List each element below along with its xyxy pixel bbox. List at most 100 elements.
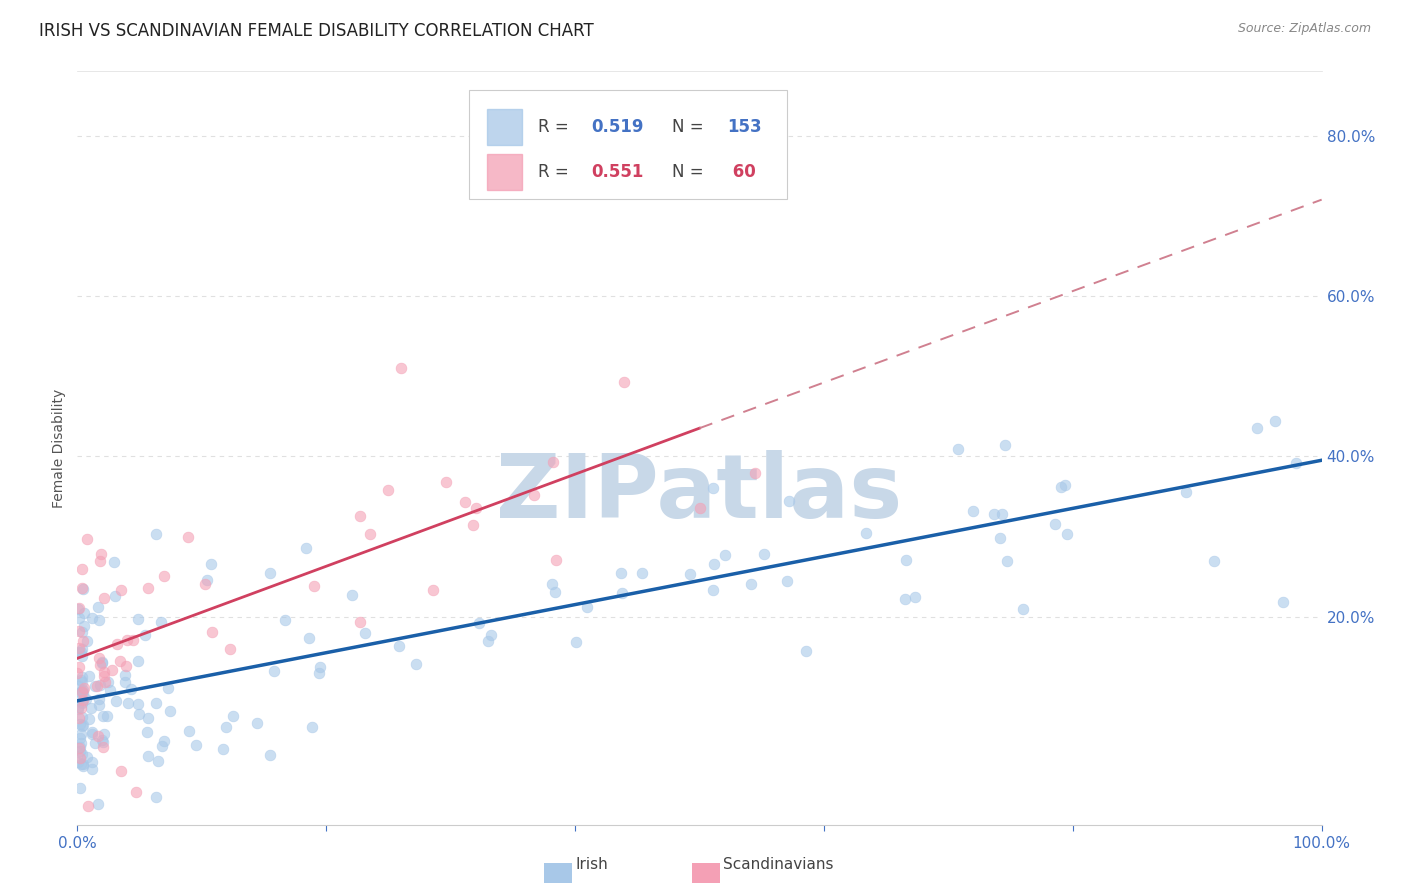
Point: [70, 701, 93, 715]
Point: [454, 495, 477, 509]
Point: [544, 585, 567, 599]
Point: [72, 686, 94, 700]
Point: [308, 666, 330, 681]
Point: [70, 684, 93, 698]
Point: [80, 725, 103, 739]
Point: [778, 494, 800, 508]
Point: [70, 670, 93, 684]
Point: [72, 562, 94, 576]
Point: [353, 626, 375, 640]
Point: [89, 692, 111, 706]
Point: [69, 731, 91, 746]
Point: [87, 614, 110, 628]
Point: [91, 708, 114, 723]
Point: [86, 729, 108, 743]
Point: [194, 577, 217, 591]
Point: [201, 624, 224, 639]
Bar: [470, 90, 786, 200]
Point: [90, 547, 112, 561]
Point: [69, 780, 91, 795]
Point: [541, 455, 564, 469]
Point: [70, 675, 93, 690]
Point: [69, 673, 91, 687]
Text: Scandinavians: Scandinavians: [723, 857, 834, 872]
Point: [73, 681, 96, 696]
Point: [983, 508, 1005, 522]
Point: [405, 657, 427, 672]
Point: [67, 641, 90, 656]
Point: [72, 619, 94, 633]
Point: [153, 733, 176, 747]
Point: [479, 628, 502, 642]
Point: [1012, 602, 1035, 616]
Point: [389, 360, 412, 375]
Point: [145, 527, 167, 541]
Point: [388, 639, 411, 653]
Point: [72, 695, 94, 709]
Point: [565, 635, 588, 649]
Text: R =: R =: [537, 163, 574, 181]
Point: [110, 655, 132, 669]
Point: [66, 666, 89, 681]
Point: [66, 689, 89, 703]
Point: [114, 668, 136, 682]
Point: [114, 675, 136, 690]
Point: [104, 589, 127, 603]
Point: [703, 557, 725, 571]
Point: [91, 735, 114, 749]
Point: [219, 642, 242, 657]
Point: [70, 747, 93, 761]
Point: [894, 553, 917, 567]
Point: [82, 762, 104, 776]
Point: [70, 685, 93, 699]
Point: [67, 601, 90, 615]
Point: [1050, 480, 1073, 494]
Point: [67, 660, 90, 674]
Text: 60: 60: [727, 163, 755, 181]
Point: [702, 481, 724, 495]
Point: [274, 613, 297, 627]
Point: [1285, 456, 1308, 470]
Point: [87, 797, 110, 811]
Text: N =: N =: [672, 163, 709, 181]
Point: [159, 704, 181, 718]
Point: [541, 577, 564, 591]
Point: [962, 503, 984, 517]
Point: [66, 700, 89, 714]
Point: [610, 585, 633, 599]
Point: [630, 566, 652, 581]
Point: [295, 541, 318, 555]
Point: [465, 501, 488, 516]
Point: [72, 582, 94, 596]
Point: [1271, 594, 1294, 608]
Point: [523, 488, 546, 502]
Point: [128, 707, 150, 722]
Point: [991, 507, 1014, 521]
Point: [752, 548, 775, 562]
Point: [127, 654, 149, 668]
Point: [87, 698, 110, 713]
Point: [122, 632, 145, 647]
Point: [461, 518, 484, 533]
Point: [69, 685, 91, 699]
Point: [714, 549, 737, 563]
Point: [86, 680, 108, 694]
Point: [97, 675, 120, 690]
Text: 0.519: 0.519: [592, 118, 644, 136]
Point: [80, 700, 103, 714]
Point: [70, 719, 93, 733]
Point: [66, 702, 89, 716]
Text: 0.551: 0.551: [592, 163, 644, 181]
Point: [156, 681, 179, 696]
Point: [740, 576, 762, 591]
Point: [349, 615, 371, 630]
Point: [89, 650, 111, 665]
Point: [115, 659, 138, 673]
Point: [1043, 517, 1066, 532]
Point: [72, 581, 94, 595]
Point: [576, 600, 599, 615]
Point: [702, 583, 724, 598]
Point: [72, 633, 94, 648]
Point: [70, 710, 93, 724]
Point: [340, 588, 363, 602]
